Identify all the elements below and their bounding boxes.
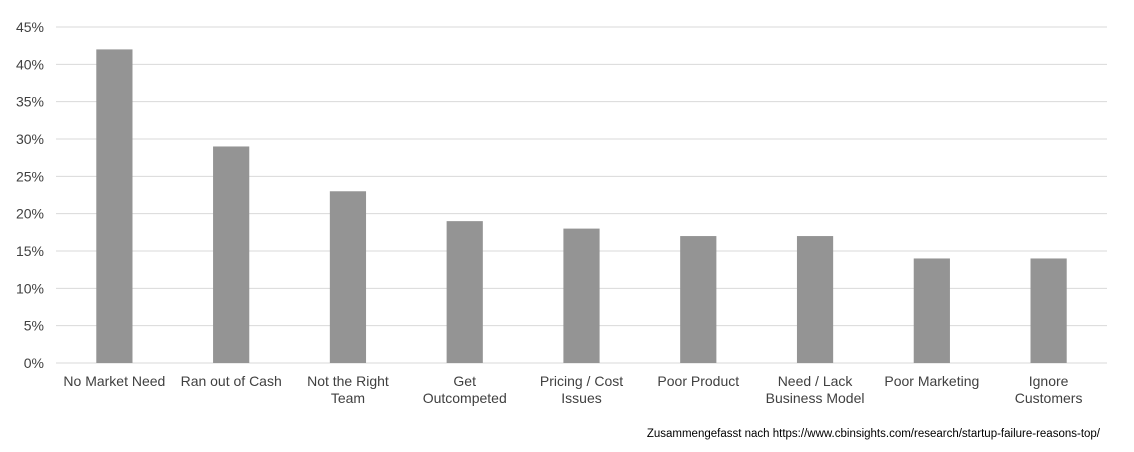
bar <box>446 221 483 363</box>
bars <box>96 49 1067 364</box>
y-tick-label: 0% <box>24 355 44 371</box>
y-tick-label: 5% <box>24 318 44 334</box>
bar <box>213 146 250 363</box>
bar <box>563 228 600 363</box>
bar <box>96 49 133 364</box>
bar <box>680 236 717 363</box>
bar <box>796 236 834 363</box>
x-category-label: Get Outcompeted <box>423 373 507 406</box>
y-tick-label: 40% <box>16 56 44 72</box>
bar <box>1030 258 1067 363</box>
bar <box>913 258 950 363</box>
x-category-label: Need / Lack Business Model <box>766 373 865 406</box>
y-tick-label: 15% <box>16 243 44 259</box>
x-category-label: Poor Product <box>657 373 739 389</box>
x-category-label: Not the Right Team <box>307 373 389 406</box>
y-tick-label: 25% <box>16 168 44 184</box>
x-axis-category-labels: No Market Need Ran out of Cash Not the Rig… <box>63 373 1082 406</box>
y-tick-label: 45% <box>16 19 44 35</box>
y-tick-label: 20% <box>16 206 44 222</box>
y-tick-label: 30% <box>16 131 44 147</box>
x-category-label: Ignore Customers <box>1015 373 1083 406</box>
source-note: Zusammengefasst nach https://www.cbinsig… <box>646 428 1100 440</box>
x-category-label: No Market Need <box>63 373 165 389</box>
bar <box>329 191 367 363</box>
y-tick-label: 10% <box>16 280 44 296</box>
y-tick-label: 35% <box>16 94 44 110</box>
y-axis-tick-labels: 0% 5% 10% 15% 20% 25% 30% 35% 40% 45% <box>16 19 44 371</box>
x-category-label: Poor Marketing <box>884 373 979 389</box>
x-category-label: Ran out of Cash <box>181 373 282 389</box>
x-category-label: Pricing / Cost Issues <box>540 373 623 406</box>
